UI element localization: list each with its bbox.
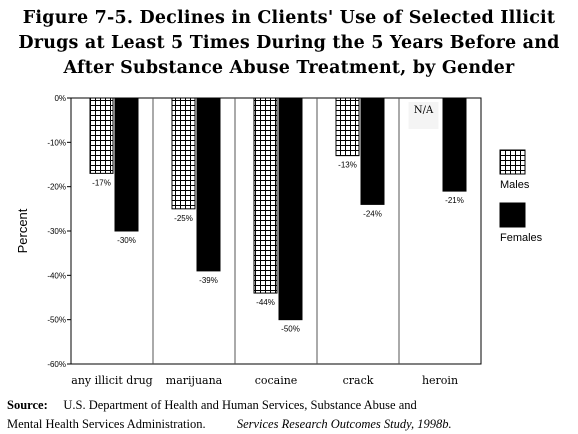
- y-tick-label: -60%: [47, 360, 66, 369]
- source-line-1: U.S. Department of Health and Human Serv…: [63, 398, 417, 412]
- data-label-males-crack: -13%: [338, 161, 357, 170]
- bar-males-crack: [335, 97, 360, 157]
- legend-label-males: Males: [500, 179, 530, 191]
- x-tick-label-marijuana: marijuana: [166, 374, 223, 387]
- legend-swatch-males: [499, 149, 526, 175]
- x-tick-label-crack: crack: [343, 374, 374, 387]
- chart-title-line-3: After Substance Abuse Treatment, by Gend…: [63, 58, 515, 78]
- y-tick-label: -40%: [47, 271, 66, 280]
- annotation-background: [408, 102, 439, 129]
- chart-title: Figure 7-5. Declines in Clients' Use of …: [0, 6, 578, 81]
- data-label-females-any-illicit-drug: -30%: [117, 236, 136, 245]
- chart-title-line-2: Drugs at Least 5 Times During the 5 Year…: [18, 33, 560, 53]
- data-label-males-cocaine: -44%: [256, 298, 275, 307]
- y-tick-label: -20%: [47, 183, 66, 192]
- data-label-females-heroin: -21%: [445, 196, 464, 205]
- x-tick-label-cocaine: cocaine: [255, 374, 298, 387]
- source-citation: Services Research Outcomes Study, 1998b.: [236, 417, 452, 431]
- source-line-2: Mental Health Services Administration.: [7, 417, 206, 431]
- data-label-females-marijuana: -39%: [199, 276, 218, 285]
- x-tick-label-heroin: heroin: [422, 374, 458, 387]
- x-tick-label-any-illicit-drug: any illicit drug: [71, 374, 152, 387]
- bar-females-cocaine: [278, 97, 303, 321]
- y-tick-label: -50%: [47, 316, 66, 325]
- bar-females-any-illicit-drug: [114, 97, 139, 232]
- source-label: Source:: [7, 398, 48, 412]
- y-tick-label: -10%: [47, 138, 66, 147]
- chart-title-line-1: Figure 7-5. Declines in Clients' Use of …: [22, 8, 556, 28]
- source-note: Source: U.S. Department of Health and Hu…: [7, 396, 452, 434]
- y-tick-label: -30%: [47, 227, 66, 236]
- legend-label-females: Females: [500, 232, 543, 244]
- bar-males-cocaine: [253, 97, 278, 294]
- bar-males-marijuana: [171, 97, 196, 210]
- bar-females-marijuana: [196, 97, 221, 272]
- y-axis-title: Percent: [15, 208, 30, 253]
- data-label-males-marijuana: -25%: [174, 214, 193, 223]
- bar-females-crack: [360, 97, 385, 205]
- y-tick-label: 0%: [54, 94, 66, 103]
- data-label-females-crack: -24%: [363, 209, 382, 218]
- bar-females-heroin: [442, 97, 467, 192]
- legend-swatch-females: [499, 202, 526, 228]
- data-label-males-any-illicit-drug: -17%: [92, 178, 111, 187]
- data-label-females-cocaine: -50%: [281, 325, 300, 334]
- annotation-na: N/A: [414, 105, 434, 116]
- bar-males-any-illicit-drug: [89, 97, 114, 174]
